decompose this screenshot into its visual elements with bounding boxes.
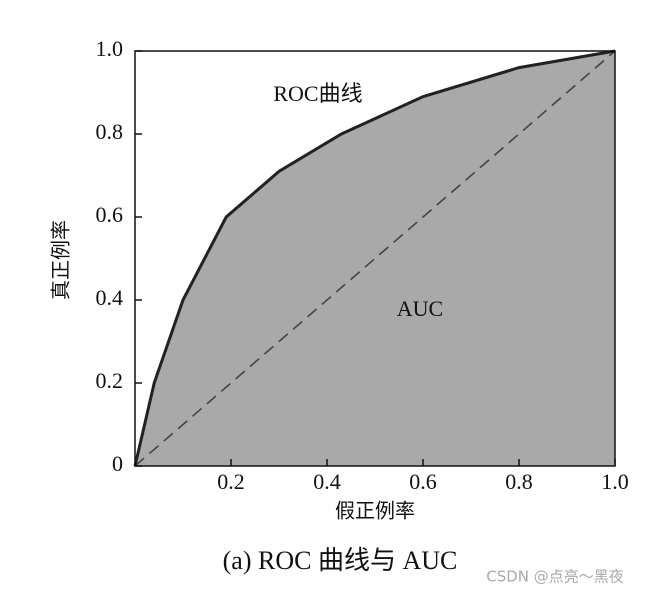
x-tick-label: 0.8 (505, 469, 533, 494)
y-axis-label: 真正例率 (49, 220, 73, 300)
y-tick-label: 1.0 (96, 36, 124, 61)
curve-annotation: ROC曲线 (273, 81, 362, 106)
x-tick-label: 0.2 (217, 469, 245, 494)
watermark: CSDN @点亮～黑夜 (486, 568, 624, 586)
diagonal (134, 50, 616, 467)
y-tick-label: 0 (112, 451, 123, 476)
caption: (a) ROC 曲线与 AUC (223, 546, 458, 575)
y-tick-label: 0.6 (96, 202, 124, 227)
x-tick-label: 0.4 (313, 469, 341, 494)
y-tick-label: 0.2 (96, 368, 124, 393)
area-annotation: AUC (397, 296, 443, 321)
x-tick-label: 1.0 (601, 469, 629, 494)
y-tick-label: 0.8 (96, 119, 124, 144)
roc-curve (133, 49, 616, 467)
x-tick-label: 0.6 (409, 469, 437, 494)
x-axis-label: 假正例率 (335, 499, 415, 523)
y-tick-label: 0.4 (96, 285, 124, 310)
plot-frame (134, 50, 616, 467)
